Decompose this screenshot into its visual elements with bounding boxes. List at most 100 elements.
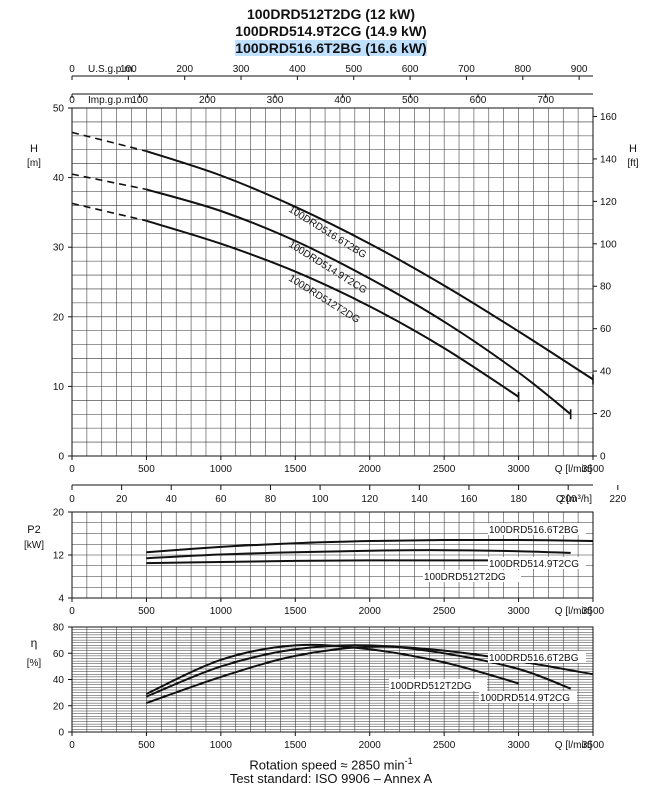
usgpm-tick-label: 500 [345,64,362,75]
usgpm-tick-label: 400 [289,64,306,75]
m3h-tick-label: 60 [215,494,227,505]
x-tick-label: 2500 [433,606,456,617]
impgpm-tick-label: 400 [334,95,351,106]
m3h-tick-label: 40 [166,494,178,505]
efficiency-curve-2 [145,643,519,695]
impgpm-tick-label: 0 [69,95,75,106]
head-curve-dashed-1 [71,173,147,191]
y-tick-label: 0 [58,728,64,739]
head-curve-dashed-2 [71,202,147,222]
x-axis-label: Q [l/min] [555,606,592,617]
x-tick-label: 2500 [433,464,456,475]
y-tick-label: 10 [53,382,65,393]
y-axis-unit: [kW] [24,540,44,551]
x-tick-label: 500 [138,464,155,475]
x-tick-label: 2500 [433,740,456,751]
power-curve-0 [146,538,594,554]
impgpm-tick-label: 200 [199,95,216,106]
power-curve-1 [146,549,571,560]
m3h-tick-label: 0 [69,494,75,505]
head-curve-1 [146,188,572,415]
y-tick-label: 40 [53,173,65,184]
power-label-bg [488,523,586,535]
x-tick-label: 1000 [210,464,233,475]
y-axis-unit: [m] [27,158,41,169]
impgpm-tick-label: 600 [470,95,487,106]
x-tick-label: 1000 [210,606,233,617]
impgpm-tick-label: 300 [267,95,284,106]
x-axis-label: Q [l/min] [555,464,592,475]
x-tick-label: 0 [69,464,75,475]
y-tick-label: 20 [53,701,65,712]
usgpm-tick-label: 700 [458,64,475,75]
y-tick-label: 4 [58,594,64,605]
x-tick-label: 2000 [359,606,382,617]
y2-axis-label: H [629,143,637,155]
y-tick-label: 80 [53,623,65,634]
y2-tick-label: 20 [600,409,612,420]
m3h-tick-label: 140 [411,494,428,505]
head-curve-dashed-0 [71,131,147,152]
x-tick-label: 3500 [582,464,605,475]
usgpm-tick-label: 0 [69,64,75,75]
x-tick-label: 0 [69,740,75,751]
efficiency-curve-label-2: 100DRD512T2DG [390,681,472,692]
m3h-tick-label: 80 [265,494,277,505]
y-axis-label: η [31,636,38,650]
y2-tick-label: 0 [600,452,606,463]
usgpm-axis-label: U.S.g.p.m. [88,64,135,75]
y-tick-label: 0 [58,452,64,463]
x-tick-label: 500 [138,606,155,617]
title-line-1: 100DRD512T2DG (12 kW) [246,6,416,22]
m3h-axis-label: Q [m³/h] [556,494,592,505]
usgpm-tick-label: 100 [120,64,137,75]
y2-tick-label: 100 [600,239,617,250]
m3h-tick-label: 120 [361,494,378,505]
x-tick-label: 3500 [582,740,605,751]
power-curve-label-0: 100DRD516.6T2BG [489,525,579,536]
x-tick-label: 1500 [284,740,307,751]
x-tick-label: 1000 [210,740,233,751]
y-tick-label: 20 [53,312,65,323]
y2-tick-label: 80 [600,282,612,293]
power-curve-2 [146,559,519,565]
m3h-tick-label: 100 [312,494,329,505]
m3h-tick-label: 160 [461,494,478,505]
y2-tick-label: 120 [600,197,617,208]
power-chart: 0 20 40 60 80 100 120 140 160 180 200 220 Q [m³/h] 0 5… [24,484,627,617]
x-tick-label: 500 [138,740,155,751]
y-tick-label: 30 [53,243,65,254]
y-axis-label: H [30,143,38,155]
head-curve-2 [146,219,520,398]
rotation-unit-sup: -1 [404,756,413,766]
efficiency-curve-1 [146,644,572,698]
y-tick-label: 40 [53,675,65,686]
impgpm-axis-label: Imp.g.p.m. [88,95,135,106]
x-tick-label: 3000 [507,740,530,751]
impgpm-tick-label: 700 [537,95,554,106]
y2-tick-label: 140 [600,154,617,165]
x-tick-label: 3500 [582,606,605,617]
impgpm-tick-label: 500 [402,95,419,106]
x-tick-label: 3000 [507,464,530,475]
efficiency-label-bg [488,651,586,663]
title-line-2: 100DRD514.9T2CG (14.9 kW) [235,23,427,39]
m3h-tick-label: 180 [510,494,527,505]
power-curve-label-2: 100DRD512T2DG [424,572,506,583]
usgpm-tick-label: 600 [402,64,419,75]
rotation-speed-text: Rotation speed ≈ 2850 min [249,757,405,773]
power-label-bg [423,570,521,582]
impgpm-tick-label: 100 [131,95,148,106]
y-axis-unit: [%] [27,658,42,669]
test-standard: Test standard: ISO 9906 – Annex A [229,771,433,786]
usgpm-tick-label: 300 [233,64,250,75]
x-tick-label: 2000 [359,464,382,475]
usgpm-tick-label: 800 [514,64,531,75]
y-tick-label: 12 [53,551,65,562]
y2-axis-unit: [ft] [627,158,638,169]
m3h-tick-label: 220 [609,494,626,505]
usgpm-tick-label: 200 [176,64,193,75]
y-tick-label: 20 [53,508,65,519]
